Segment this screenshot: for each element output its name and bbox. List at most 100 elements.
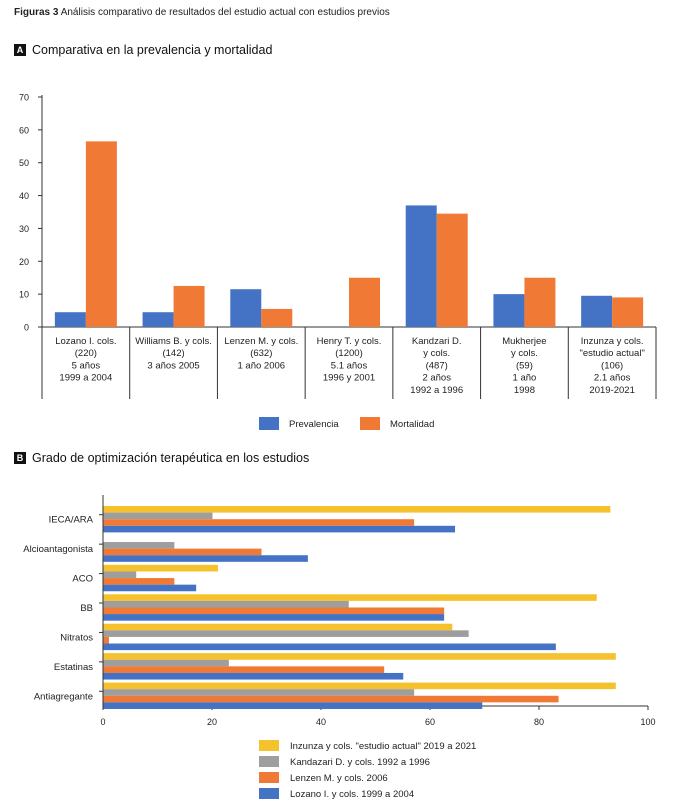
- bar-series-3: [103, 519, 415, 526]
- bar-prevalencia: [405, 205, 437, 327]
- category-label: Williams B. y cols.: [135, 336, 212, 347]
- category-label: 1999 a 2004: [59, 373, 112, 384]
- bar-series-1: [103, 682, 616, 690]
- category-label: 1996 y 2001: [323, 373, 375, 384]
- panel-b-letter: B: [14, 452, 26, 464]
- category-label: (1200): [335, 348, 362, 359]
- y-tick-label: 50: [19, 158, 29, 168]
- category-label: 3 años 2005: [147, 360, 199, 371]
- legend-swatch: [259, 756, 279, 767]
- bar-mortalidad: [173, 285, 205, 327]
- bar-series-3: [103, 666, 385, 673]
- bar-series-2: [103, 600, 349, 608]
- bar-series-4: [103, 525, 456, 533]
- bar-series-1: [103, 653, 616, 660]
- bar-series-2: [103, 542, 175, 549]
- bar-series-4: [103, 584, 197, 592]
- category-label: Mukherjee: [502, 336, 546, 347]
- bar-series-1: [103, 623, 453, 631]
- legend-label: Kandazari D. y cols. 1992 a 1996: [290, 757, 430, 768]
- bar-prevalencia: [54, 312, 86, 327]
- category-label: ACO: [72, 574, 93, 585]
- legend-label: Mortalidad: [390, 419, 434, 430]
- bar-series-3: [103, 695, 559, 703]
- category-label: 1998: [514, 385, 535, 396]
- x-tick-label: 100: [640, 717, 655, 727]
- category-label: y cols.: [423, 348, 450, 359]
- category-label: "estudio actual": [579, 348, 644, 359]
- bar-prevalencia: [142, 312, 174, 327]
- category-label: 1 año 2006: [238, 360, 286, 371]
- x-tick-label: 0: [100, 717, 105, 727]
- legend-swatch: [360, 417, 380, 430]
- category-label: (106): [601, 360, 623, 371]
- figure-caption: Figuras 3 Análisis comparativo de result…: [14, 7, 390, 18]
- therapeutic-optimization-chart: 0 20 40 60 80 100 IECA/ARA Alcioantagonista ACO B…: [23, 495, 656, 800]
- category-label: (487): [426, 360, 448, 371]
- bar-series-2: [103, 512, 213, 520]
- y-tick-label: 40: [19, 191, 29, 201]
- bar-series-2: [103, 689, 415, 696]
- y-tick-label: 60: [19, 125, 29, 135]
- legend-label: Prevalencia: [289, 419, 339, 430]
- category-label: (142): [162, 348, 184, 359]
- panel-a-header: A Comparativa en la prevalencia y mortal…: [14, 43, 272, 57]
- bar-series-4: [103, 702, 483, 709]
- category-label: Lozano I. cols.: [55, 336, 116, 347]
- category-label: 1 año: [513, 373, 537, 384]
- y-tick-label: 30: [19, 224, 29, 234]
- category-label: Lenzen M. y cols.: [224, 336, 298, 347]
- y-tick-label: 20: [19, 257, 29, 267]
- legend-swatch: [259, 788, 279, 799]
- category-label: y cols.: [511, 348, 538, 359]
- category-label: 1992 a 1996: [410, 385, 463, 396]
- x-tick-label: 20: [207, 717, 217, 727]
- category-label: Estatinas: [54, 662, 93, 673]
- bar-mortalidad: [524, 277, 556, 327]
- category-label: Henry T. y cols.: [317, 336, 382, 347]
- category-label: Nitratos: [60, 632, 93, 643]
- legend-label: Lozano I. y cols. 1999 a 2004: [290, 789, 414, 800]
- category-label: 2019-2021: [589, 385, 634, 396]
- legend-label: Inzunza y cols. "estudio actual" 2019 a …: [290, 741, 476, 752]
- x-tick-label: 40: [316, 717, 326, 727]
- prevalence-mortality-chart: 0 10 20 30 40 50 60 70 Lozano I. cols.(220)5 año…: [19, 93, 657, 430]
- figure-label: Figuras 3: [14, 7, 59, 18]
- x-tick-label: 60: [425, 717, 435, 727]
- bar-mortalidad: [261, 308, 293, 327]
- legend-swatch: [259, 417, 279, 430]
- panel-a-title: Comparativa en la prevalencia y mortalid…: [32, 43, 273, 57]
- bar-series-4: [103, 672, 404, 680]
- bar-mortalidad: [612, 297, 644, 327]
- y-tick-label: 10: [19, 290, 29, 300]
- y-tick-label: 0: [24, 323, 29, 333]
- category-label: 2 años: [422, 373, 451, 384]
- bar-mortalidad: [85, 141, 117, 327]
- bar-prevalencia: [581, 295, 613, 327]
- bar-series-3: [103, 548, 262, 556]
- category-label: 5.1 años: [331, 360, 368, 371]
- category-label: IECA/ARA: [49, 515, 94, 526]
- bar-series-1: [103, 506, 611, 513]
- category-label: (220): [75, 348, 97, 359]
- bar-series-3: [103, 636, 109, 644]
- figure-caption-text: Análisis comparativo de resultados del e…: [60, 7, 390, 18]
- bar-series-4: [103, 555, 308, 562]
- bar-prevalencia: [493, 294, 525, 327]
- bar-series-2: [103, 630, 469, 637]
- bar-prevalencia: [230, 289, 262, 327]
- legend-label: Lenzen M. y cols. 2006: [290, 773, 388, 784]
- x-tick-label: 80: [534, 717, 544, 727]
- bar-series-1: [103, 564, 218, 572]
- legend-swatch: [259, 740, 279, 751]
- category-label: Inzunza y cols.: [581, 336, 644, 347]
- bar-series-2: [103, 571, 137, 579]
- category-label: Kandzari D.: [412, 336, 462, 347]
- bar-series-3: [103, 607, 445, 615]
- category-label: (59): [516, 360, 533, 371]
- bar-series-4: [103, 643, 556, 651]
- legend: Prevalencia Mortalidad: [259, 417, 434, 430]
- legend: Inzunza y cols. "estudio actual" 2019 a …: [259, 740, 476, 800]
- category-label: 2.1 años: [594, 373, 631, 384]
- bar-series-1: [103, 594, 597, 601]
